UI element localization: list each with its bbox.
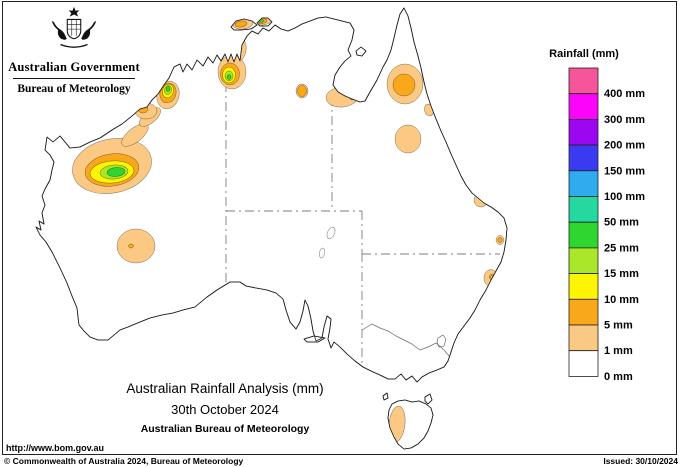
rain-cell-5mm [497,237,503,243]
coastline-overlay [355,46,367,57]
rain-cell-5mm [234,20,248,28]
rain-cell-5mm [297,85,307,97]
coastline-overlay [387,399,434,450]
legend-tick-label: 300 mm [604,114,645,126]
map-title-block: Australian Rainfall Analysis (mm) 30th O… [70,381,380,435]
agency-name: Bureau of Meteorology [17,83,131,95]
coastline-overlay [35,7,508,383]
rain-cell-25mm [165,86,171,92]
legend-tick-label: 0 mm [604,371,633,383]
legend-title: Rainfall (mm) [549,48,619,60]
legend-box [568,273,599,300]
coastline-overlay [230,18,258,31]
legend-box [568,350,599,377]
rain-cell-25mm [106,167,126,177]
rain-cell-5mm [392,73,416,97]
australian-coat-of-arms-icon [51,6,97,48]
legend-tick-label: 1 mm [604,345,633,357]
legend-box [568,324,599,352]
rainfall-contours [72,16,505,443]
act-border [436,334,447,348]
issued-timestamp: Issued: 30/10/2024 [603,456,678,466]
map-title: Australian Rainfall Analysis (mm) [126,381,324,396]
legend-box [568,196,599,223]
legend-tick-label: 200 mm [604,140,645,152]
legend-box [568,144,599,172]
coastline-overlay [424,393,433,405]
legend-tick-label: 5 mm [604,320,633,332]
legend-tick-label: 50 mm [604,217,639,229]
island-outline [355,46,367,57]
header-divider [13,78,135,79]
legend-tick-label: 10 mm [604,294,639,306]
legend-box [568,247,599,274]
legend-tick-label: 400 mm [604,88,645,100]
legend-tick-label: 100 mm [604,191,645,203]
legend-tick-label: 25 mm [604,242,639,254]
coastline-overlay [303,335,326,343]
legend-box [568,298,599,326]
bom-url: http://www.bom.gov.au [6,443,104,453]
rain-cell-25mm [226,74,232,80]
rain-cell-1mm [394,124,422,154]
legend-tick-label: 150 mm [604,165,645,177]
rain-cell-1mm [116,228,156,264]
lake-outline [326,227,336,239]
legend-box [568,93,599,120]
map-date: 30th October 2024 [171,402,279,417]
legend-box [568,221,599,249]
map-agency-caption: Australian Bureau of Meteorology [140,423,310,435]
legend-box [568,119,599,146]
government-title: Australian Government [8,60,140,74]
legend-tick-label: 15 mm [604,268,639,280]
agency-header: Australian Government Bureau of Meteorol… [8,5,140,95]
copyright-notice: © Commonwealth of Australia 2024, Bureau… [4,456,244,466]
legend-box [568,67,599,95]
lake-outline [319,247,325,259]
murray-river-border [361,323,451,358]
rain-cell-5mm [128,243,134,249]
legend-box [568,170,599,197]
coastline-overlay [256,17,273,27]
coastline-overlay [382,392,389,401]
